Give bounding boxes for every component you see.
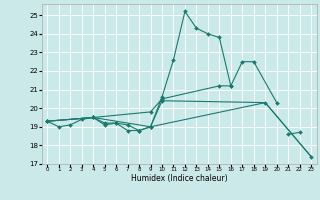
- X-axis label: Humidex (Indice chaleur): Humidex (Indice chaleur): [131, 174, 228, 183]
